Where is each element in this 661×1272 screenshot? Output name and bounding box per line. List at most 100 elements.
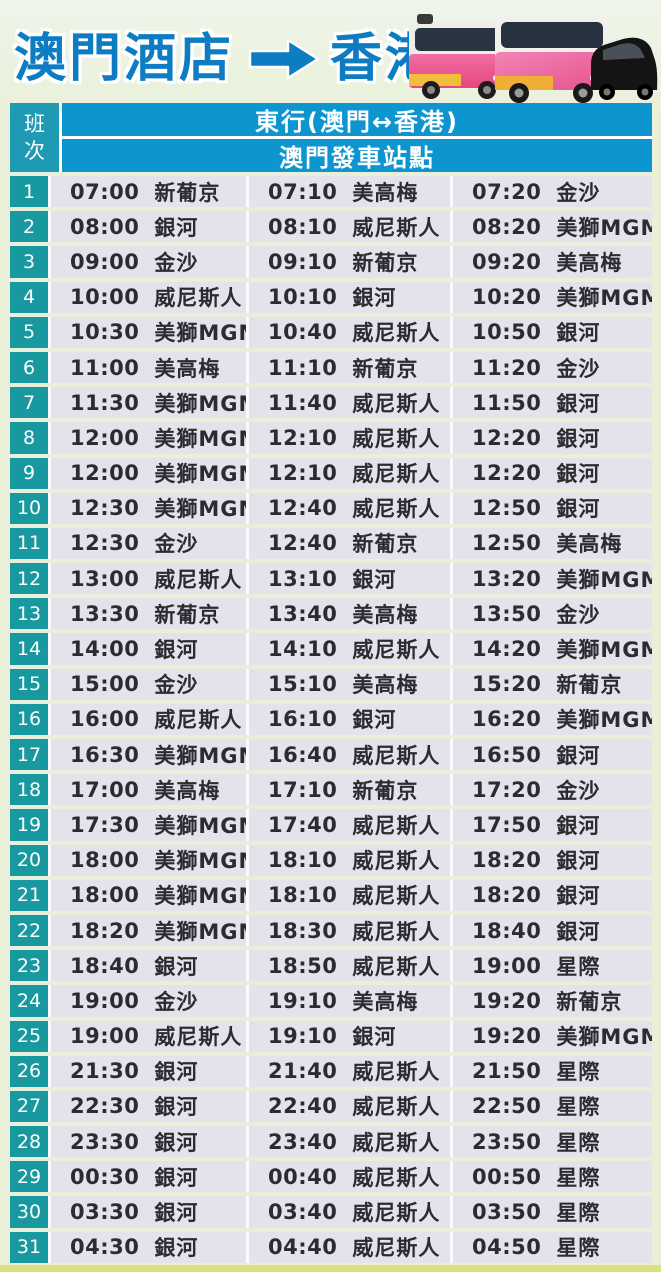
stop-time: 03:30 (70, 1200, 140, 1225)
stop-time: 12:40 (268, 496, 338, 521)
trip-number: 22 (10, 914, 48, 947)
trip-number: 7 (10, 387, 48, 419)
trip-number-column-header: 班次 (10, 103, 59, 172)
trip-number: 5 (10, 316, 48, 348)
stop-time: 17:10 (268, 777, 338, 802)
stop-cell: 03:30 銀河 (51, 1196, 246, 1228)
minivan-icon (591, 37, 658, 100)
stop-cell: 19:10 美高梅 (249, 985, 450, 1017)
stop-cell: 14:20 美獅MGM (453, 633, 652, 665)
table-row: 5 10:30 美獅MGM 10:40 威尼斯人 10:50 銀河 (10, 316, 652, 348)
stop-cell: 10:00 威尼斯人 (51, 281, 246, 313)
stop-cell: 13:20 美獅MGM (453, 563, 652, 595)
stop-station: 銀河 (556, 426, 601, 451)
stop-time: 10:50 (472, 320, 542, 345)
stop-station: 銀河 (556, 813, 601, 838)
stop-cell: 23:40 威尼斯人 (249, 1126, 450, 1158)
stop-station: 美獅MGM (556, 708, 652, 733)
stop-station: 威尼斯人 (352, 462, 441, 487)
stop-cell: 23:30 銀河 (51, 1126, 246, 1158)
stop-time: 12:40 (268, 531, 338, 556)
stop-cell: 16:30 美獅MGM (51, 739, 246, 771)
stop-time: 00:40 (268, 1164, 338, 1189)
trip-number: 1 (10, 176, 48, 208)
trip-number: 19 (10, 809, 48, 841)
stop-cell: 10:50 銀河 (453, 316, 652, 348)
stop-time: 04:40 (268, 1235, 338, 1260)
stop-cell: 18:10 威尼斯人 (249, 844, 450, 876)
stop-time: 04:30 (70, 1235, 140, 1260)
stop-station: 威尼斯人 (352, 638, 441, 663)
stop-station: 美高梅 (154, 356, 221, 381)
stop-station: 美獅MGM (556, 638, 652, 663)
table-row: 22 18:20 美獅MGM 18:30 威尼斯人 18:40 銀河 (10, 914, 652, 947)
table-row: 30 03:30 銀河 03:40 威尼斯人 03:50 星際 (10, 1196, 652, 1228)
stop-station: 金沙 (154, 989, 199, 1014)
stop-cell: 12:20 銀河 (453, 457, 652, 489)
table-row: 11 12:30 金沙 12:40 新葡京 12:50 美高梅 (10, 527, 652, 560)
trip-number: 6 (10, 351, 48, 384)
stop-station: 威尼斯人 (352, 391, 441, 416)
trip-number: 20 (10, 844, 48, 876)
stop-cell: 21:40 威尼斯人 (249, 1055, 450, 1087)
stop-station: 威尼斯人 (352, 1060, 441, 1085)
stop-cell: 11:20 金沙 (453, 351, 652, 384)
stop-time: 13:20 (472, 566, 542, 591)
stop-cell: 12:40 新葡京 (249, 527, 450, 560)
stop-time: 10:30 (70, 320, 140, 345)
stop-station: 銀河 (154, 1201, 199, 1226)
trip-number: 4 (10, 281, 48, 313)
stop-time: 16:00 (70, 707, 140, 732)
stop-station: 美高梅 (556, 532, 623, 557)
stop-cell: 14:10 威尼斯人 (249, 633, 450, 665)
stop-station: 星際 (556, 1236, 601, 1261)
trip-number: 24 (10, 985, 48, 1017)
table-row: 12 13:00 威尼斯人 13:10 銀河 13:20 美獅MGM (10, 563, 652, 595)
stop-cell: 17:10 新葡京 (249, 774, 450, 806)
stop-cell: 16:40 威尼斯人 (249, 739, 450, 771)
stop-cell: 18:10 威尼斯人 (249, 879, 450, 911)
stop-cell: 08:10 威尼斯人 (249, 211, 450, 243)
stop-time: 12:00 (70, 425, 140, 450)
stop-station: 美獅MGM (154, 462, 246, 487)
stop-time: 22:50 (472, 1094, 542, 1119)
trip-number: 30 (10, 1196, 48, 1228)
stop-station: 銀河 (556, 884, 601, 909)
timetable-body: 1 07:00 新葡京 07:10 美高梅 07:20 金沙 2 08:00 銀河 08:10 威尼斯… (10, 176, 652, 1263)
table-row: 2 08:00 銀河 08:10 威尼斯人 08:20 美獅MGM (10, 211, 652, 243)
table-row: 10 12:30 美獅MGM 12:40 威尼斯人 12:50 銀河 (10, 492, 652, 524)
stop-cell: 18:40 銀河 (453, 914, 652, 947)
stop-station: 美獅MGM (154, 497, 246, 522)
stop-cell: 12:00 美獅MGM (51, 422, 246, 454)
stop-station: 美獅MGM (154, 743, 246, 768)
stop-cell: 15:10 美高梅 (249, 668, 450, 700)
stop-station: 金沙 (556, 602, 601, 627)
stop-time: 11:30 (70, 390, 140, 415)
stop-time: 18:20 (472, 848, 542, 873)
stop-station: 美高梅 (556, 250, 623, 275)
stop-time: 12:30 (70, 496, 140, 521)
stop-cell: 12:50 銀河 (453, 492, 652, 524)
stop-time: 07:00 (70, 179, 140, 204)
stop-station: 美獅MGM (556, 286, 652, 311)
table-row: 3 09:00 金沙 09:10 新葡京 09:20 美高梅 (10, 246, 652, 278)
stop-time: 14:10 (268, 637, 338, 662)
stop-time: 03:40 (268, 1200, 338, 1225)
stop-time: 18:20 (472, 883, 542, 908)
table-row: 7 11:30 美獅MGM 11:40 威尼斯人 11:50 銀河 (10, 387, 652, 419)
stop-time: 12:20 (472, 461, 542, 486)
trip-number: 16 (10, 703, 48, 735)
stop-cell: 18:20 銀河 (453, 879, 652, 911)
stop-time: 14:20 (472, 637, 542, 662)
stop-cell: 22:40 威尼斯人 (249, 1090, 450, 1123)
stop-cell: 10:30 美獅MGM (51, 316, 246, 348)
stop-station: 星際 (556, 1095, 601, 1120)
stop-time: 13:40 (268, 601, 338, 626)
stop-cell: 15:00 金沙 (51, 668, 246, 700)
trip-number: 21 (10, 879, 48, 911)
table-row: 29 00:30 銀河 00:40 威尼斯人 00:50 星際 (10, 1161, 652, 1193)
stop-time: 16:30 (70, 742, 140, 767)
stop-time: 16:20 (472, 707, 542, 732)
right-arrow-icon (248, 37, 320, 81)
